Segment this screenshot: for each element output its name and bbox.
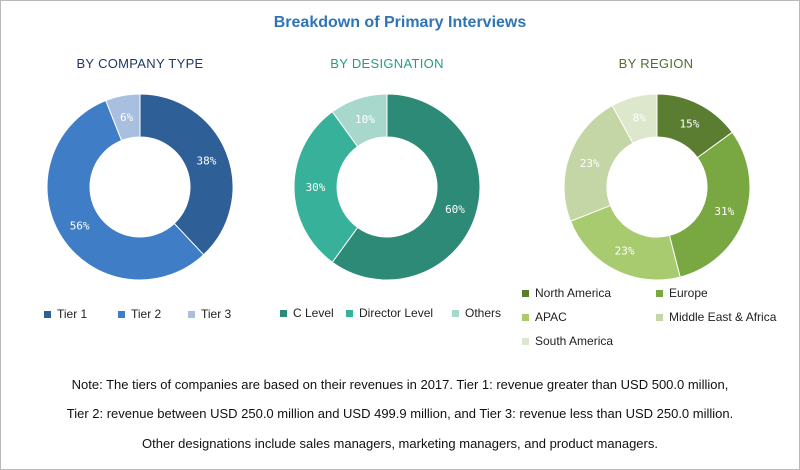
- slice-value-label: 60%: [445, 203, 465, 216]
- designation-donut: 60% 30% 10%: [293, 93, 481, 281]
- slice-value-label: 6%: [120, 111, 134, 124]
- donut-slice-tier-1: [139, 93, 234, 256]
- legend-label: Tier 3: [201, 307, 232, 321]
- region-donut: 15% 31% 23% 23% 8%: [563, 93, 751, 281]
- legend-item-tier-1: Tier 1: [44, 307, 87, 321]
- company-type-donut: 38% 56% 6%: [46, 93, 234, 281]
- slice-value-label: 23%: [580, 157, 600, 170]
- slice-value-label: 15%: [680, 117, 700, 130]
- donut-slice-europe: [668, 131, 751, 278]
- legend-label: C Level: [293, 306, 334, 320]
- donut-slice-c-level: [331, 93, 481, 281]
- legend-item-south-america: South America: [522, 334, 613, 348]
- legend-item-others: Others: [452, 306, 501, 320]
- region-chart-title: BY REGION: [618, 56, 694, 71]
- legend-swatch: [346, 309, 353, 317]
- legend-item-tier-3: Tier 3: [188, 307, 231, 321]
- donut-slice-tier-2: [46, 99, 205, 281]
- donut-slice-apac: [569, 204, 681, 281]
- legend-item-middle-east-africa: Middle East & Africa: [656, 310, 776, 324]
- note-line-1: Note: The tiers of companies are based o…: [71, 377, 729, 392]
- legend-label: Director Level: [359, 306, 434, 320]
- legend-label: APAC: [535, 310, 567, 324]
- legend-label: Others: [465, 306, 502, 320]
- legend-label: Europe: [669, 286, 708, 300]
- main-title: Breakdown of Primary Interviews: [273, 14, 527, 31]
- legend-swatch: [188, 310, 195, 318]
- legend-label: Middle East & Africa: [669, 310, 777, 324]
- slice-value-label: 10%: [355, 113, 375, 126]
- legend-item-apac: APAC: [522, 310, 567, 324]
- note-line-2: Tier 2: revenue between USD 250.0 millio…: [66, 406, 734, 421]
- donut-slice-director-level: [293, 111, 359, 263]
- legend-item-director-level: Director Level: [346, 306, 433, 320]
- legend-swatch: [656, 289, 663, 297]
- legend-label: Tier 1: [57, 307, 88, 321]
- legend-swatch: [452, 309, 459, 317]
- slice-value-label: 38%: [197, 155, 217, 168]
- legend-item-north-america: North America: [522, 286, 611, 300]
- legend-swatch: [522, 289, 529, 297]
- legend-swatch: [656, 313, 663, 321]
- slice-value-label: 30%: [306, 181, 326, 194]
- legend-item-c-level: C Level: [280, 306, 334, 320]
- donut-slice-south-america: [611, 93, 658, 144]
- slice-value-label: 31%: [714, 205, 734, 218]
- legend-label: Tier 2: [131, 307, 162, 321]
- donut-slice-tier-3: [105, 93, 141, 142]
- legend-swatch: [44, 310, 51, 318]
- legend-label: North America: [535, 286, 612, 300]
- company-type-chart-title: BY COMPANY TYPE: [76, 56, 204, 71]
- slice-value-label: 56%: [70, 219, 90, 232]
- donut-slice-others: [331, 93, 388, 148]
- legend-item-europe: Europe: [656, 286, 708, 300]
- legend-swatch: [118, 310, 125, 318]
- legend-item-tier-2: Tier 2: [118, 307, 161, 321]
- legend-label: South America: [535, 334, 614, 348]
- slice-value-label: 8%: [633, 112, 647, 125]
- legend-swatch: [522, 313, 529, 321]
- designation-chart-title: BY DESIGNATION: [330, 56, 444, 71]
- note-line-3: Other designations include sales manager…: [142, 436, 658, 451]
- slice-value-label: 23%: [615, 245, 635, 258]
- legend-swatch: [280, 309, 287, 317]
- legend-swatch: [522, 337, 529, 345]
